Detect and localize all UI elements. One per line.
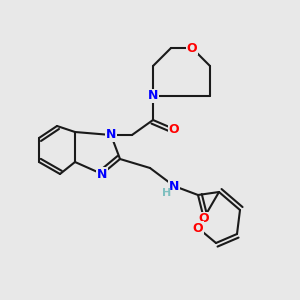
- Text: O: O: [199, 212, 209, 226]
- Text: N: N: [169, 179, 179, 193]
- Text: O: O: [169, 122, 179, 136]
- Text: O: O: [193, 221, 203, 235]
- Text: H: H: [162, 188, 171, 199]
- Text: O: O: [187, 41, 197, 55]
- Text: N: N: [106, 128, 116, 142]
- Text: N: N: [97, 167, 107, 181]
- Text: N: N: [148, 89, 158, 103]
